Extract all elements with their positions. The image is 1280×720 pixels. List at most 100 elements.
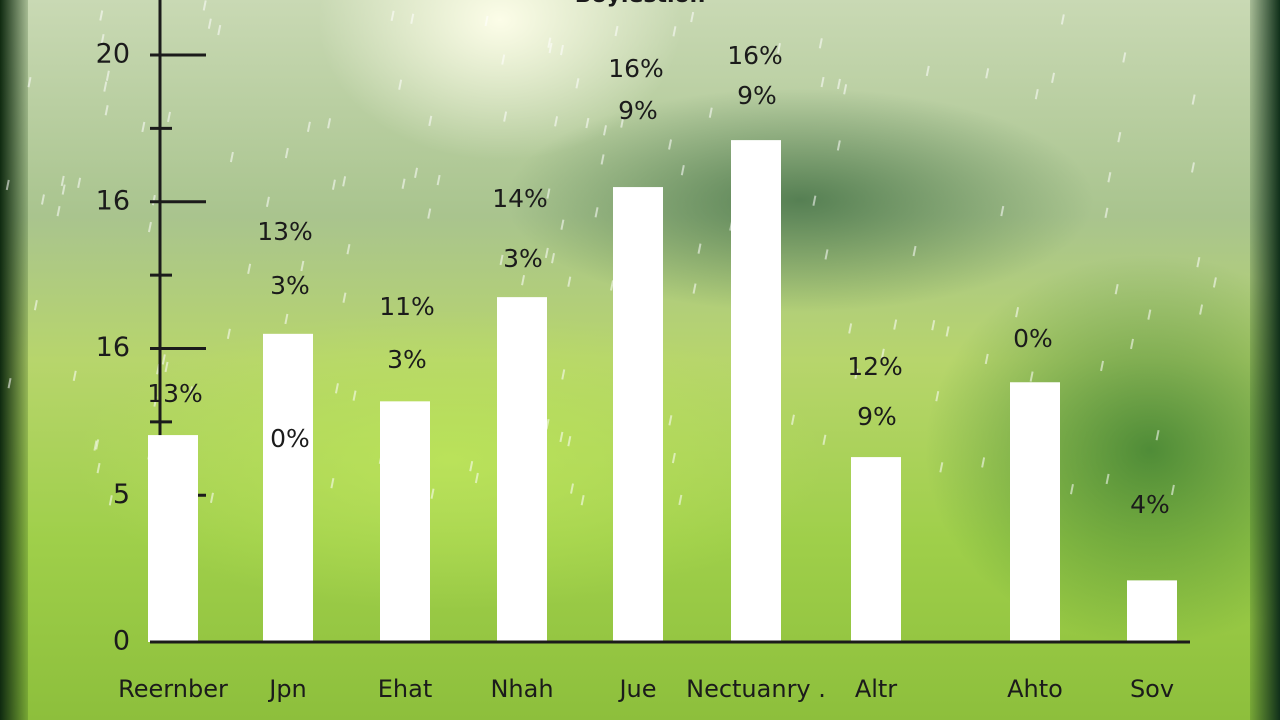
raindrop bbox=[342, 176, 347, 187]
bar-annotation: 0% bbox=[270, 424, 310, 453]
bar-annotation: 4% bbox=[1130, 490, 1170, 519]
raindrop bbox=[410, 13, 415, 24]
raindrop bbox=[1199, 304, 1204, 315]
raindrop bbox=[668, 415, 673, 426]
raindrop bbox=[561, 369, 566, 380]
raindrop bbox=[306, 121, 311, 133]
y-tick-label: 20 bbox=[96, 39, 130, 70]
raindrop bbox=[72, 370, 77, 381]
raindrop bbox=[551, 252, 555, 264]
raindrop bbox=[469, 461, 474, 472]
raindrop bbox=[1051, 72, 1056, 83]
raindrop bbox=[217, 24, 222, 36]
raindrop bbox=[1170, 484, 1175, 496]
raindrop bbox=[226, 328, 231, 339]
raindrop bbox=[559, 431, 564, 443]
raindrop bbox=[984, 353, 989, 365]
raindrop bbox=[544, 247, 549, 259]
bar-annotation: 13% bbox=[257, 217, 313, 246]
y-tick-label: 0 bbox=[113, 626, 130, 657]
raindrop bbox=[1000, 205, 1005, 217]
raindrop bbox=[77, 177, 82, 189]
raindrop bbox=[1104, 207, 1109, 219]
raindrop bbox=[668, 139, 673, 150]
raindrop bbox=[820, 76, 825, 88]
raindrop bbox=[777, 42, 781, 54]
raindrop bbox=[428, 115, 433, 127]
x-tick-label: Sov bbox=[1130, 675, 1174, 703]
bar bbox=[1127, 580, 1177, 642]
raindrop bbox=[207, 18, 212, 29]
raindrop bbox=[60, 175, 65, 187]
raindrop bbox=[925, 65, 930, 77]
raindrop bbox=[390, 10, 395, 21]
raindrop bbox=[1155, 430, 1160, 441]
raindrop bbox=[548, 42, 553, 54]
raindrop bbox=[1196, 257, 1201, 268]
raindrop bbox=[1107, 172, 1112, 183]
raindrop bbox=[346, 243, 351, 255]
bar bbox=[263, 333, 313, 642]
raindrop bbox=[680, 164, 685, 176]
raindrop bbox=[167, 111, 171, 123]
raindrop bbox=[1029, 371, 1034, 382]
raindrop bbox=[603, 125, 607, 136]
raindrop bbox=[247, 263, 252, 275]
raindrop bbox=[141, 121, 146, 133]
bar-annotation: 9% bbox=[737, 81, 777, 110]
raindrop bbox=[1212, 277, 1217, 288]
raindrop bbox=[151, 194, 156, 206]
raindrop bbox=[1100, 360, 1105, 372]
raindrop bbox=[708, 107, 713, 118]
bar-annotation: 13% bbox=[147, 379, 203, 408]
bar bbox=[1010, 382, 1060, 642]
raindrop bbox=[818, 38, 823, 49]
bar-annotation: 11% bbox=[379, 292, 435, 321]
raindrop bbox=[99, 10, 104, 21]
raindrop bbox=[108, 495, 113, 506]
raindrop bbox=[284, 147, 289, 159]
raindrop bbox=[1130, 338, 1134, 350]
raindrop bbox=[836, 140, 841, 151]
raindrop bbox=[210, 492, 214, 504]
raindrop bbox=[567, 435, 572, 447]
raindrop bbox=[430, 488, 435, 499]
bar-annotation: 16% bbox=[608, 54, 664, 83]
raindrop bbox=[981, 457, 986, 468]
raindrop bbox=[547, 37, 552, 48]
raindrop bbox=[147, 221, 152, 233]
raindrop bbox=[401, 178, 406, 189]
bar-annotation: 16% bbox=[727, 41, 783, 70]
bar bbox=[613, 187, 663, 642]
raindrop bbox=[96, 462, 101, 474]
bar-annotation: 9% bbox=[618, 96, 658, 125]
raindrop bbox=[854, 368, 859, 379]
raindrop bbox=[614, 25, 619, 37]
raindrop bbox=[5, 179, 10, 191]
raindrop bbox=[103, 81, 108, 92]
raindrop bbox=[671, 452, 676, 464]
bar bbox=[851, 457, 901, 642]
raindrop bbox=[501, 54, 506, 65]
raindrop bbox=[436, 174, 441, 186]
raindrop bbox=[1034, 88, 1039, 100]
raindrop bbox=[824, 249, 829, 260]
raindrop bbox=[164, 361, 169, 373]
raindrop bbox=[692, 283, 697, 294]
raindrop bbox=[40, 194, 45, 205]
raindrop bbox=[521, 274, 526, 286]
raindrop bbox=[945, 326, 950, 337]
raindrop bbox=[575, 78, 580, 89]
raindrop bbox=[893, 319, 898, 330]
raindrop bbox=[104, 105, 109, 116]
raindrop bbox=[1190, 162, 1195, 173]
raindrop bbox=[93, 440, 98, 451]
x-tick-label: Ehat bbox=[378, 675, 433, 703]
bar bbox=[731, 140, 781, 643]
raindrop bbox=[610, 280, 614, 291]
x-tick-label: Jpn bbox=[267, 675, 307, 703]
raindrop bbox=[474, 472, 479, 484]
raindrop bbox=[427, 208, 432, 219]
y-tick-label: 5 bbox=[113, 479, 130, 510]
raindrop bbox=[95, 439, 100, 450]
